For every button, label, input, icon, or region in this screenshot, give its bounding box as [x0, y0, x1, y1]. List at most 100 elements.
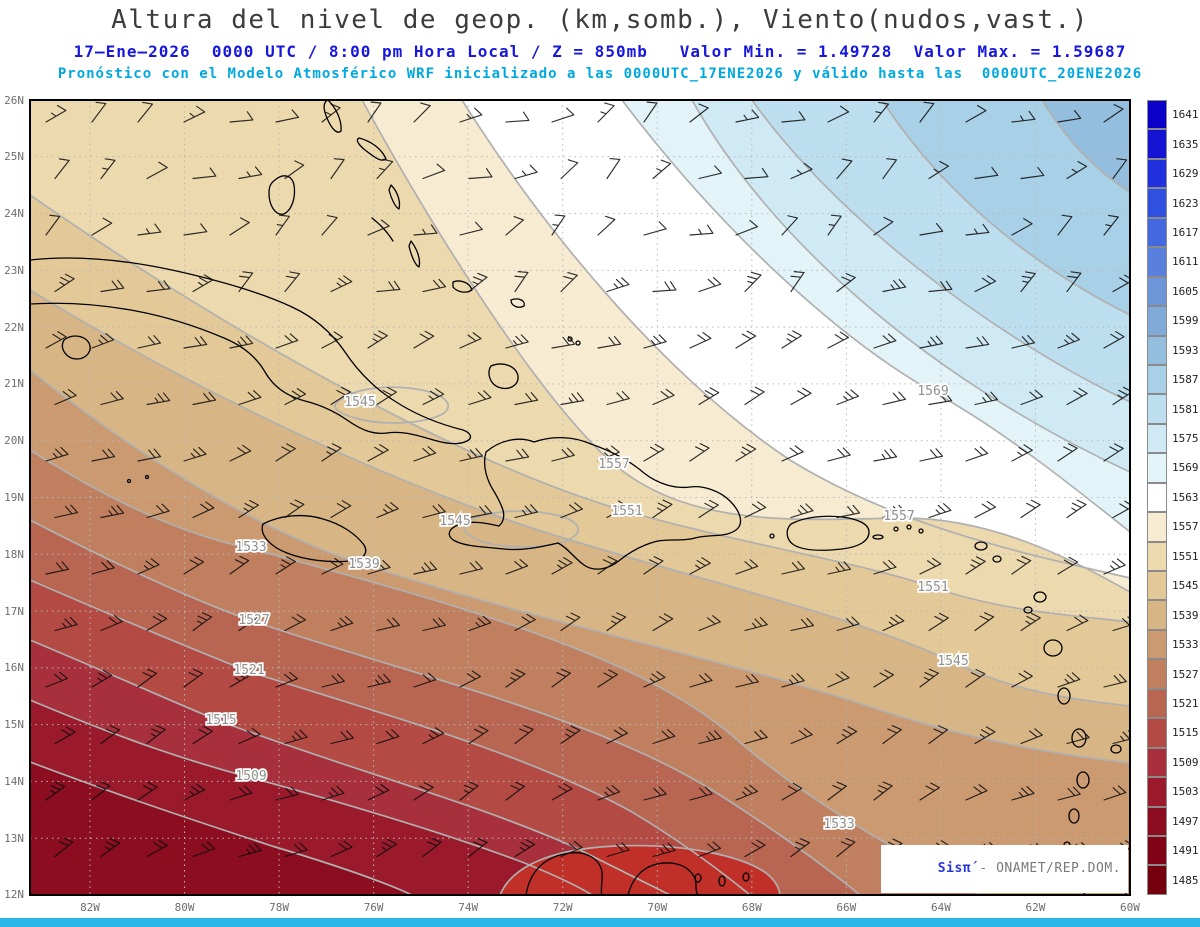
wind-barb — [413, 672, 437, 688]
colorbar-value: 1563 — [1172, 490, 1199, 504]
contour-label: 1545 — [937, 654, 968, 669]
wind-barb — [735, 673, 759, 688]
wind-barb — [229, 555, 250, 575]
wind-barb — [146, 280, 171, 293]
wind-barb — [827, 331, 850, 349]
coastline-bonaire — [742, 872, 750, 882]
wind-barb — [137, 668, 158, 688]
coastline-vieques — [872, 534, 884, 540]
watermark-org: - ONAMET/REP.DOM. — [971, 861, 1121, 876]
wind-barb — [744, 386, 765, 406]
wind-barb — [1066, 161, 1088, 180]
wind-barb — [606, 500, 628, 519]
colorbar-swatch — [1147, 747, 1167, 778]
wind-barb — [873, 781, 893, 801]
wind-barb — [146, 725, 166, 745]
wind-barb — [698, 841, 722, 858]
wind-barb — [54, 504, 79, 519]
wind-barb — [321, 103, 341, 123]
wind-barb — [284, 160, 305, 180]
wind-barb — [238, 166, 263, 180]
wind-barb — [597, 445, 620, 462]
wind-barb — [54, 273, 75, 293]
colorbar-value: 1605 — [1172, 284, 1199, 298]
wind-barb — [551, 335, 576, 349]
wind-barb — [689, 103, 709, 123]
coastline-crooked-island — [452, 280, 473, 293]
wind-barb — [735, 443, 757, 462]
wind-barb — [781, 215, 799, 236]
wind-barb — [652, 159, 672, 180]
wind-barb — [275, 671, 299, 688]
coastline-andros — [268, 175, 296, 215]
wind-barb — [1103, 785, 1127, 801]
wind-barb — [1011, 218, 1033, 236]
wind-barb — [1066, 271, 1082, 293]
colorbar-cell: 1497 — [1147, 806, 1199, 836]
wind-barb — [321, 443, 342, 462]
wind-barb — [560, 159, 579, 180]
contour-label: 1515 — [205, 713, 236, 728]
wind-barb — [413, 446, 437, 462]
wind-barb — [551, 668, 571, 688]
wind-barb — [781, 673, 805, 688]
wind-barb — [284, 729, 308, 745]
wind-barb — [284, 842, 308, 858]
wind-barb — [1020, 728, 1043, 745]
wind-barb — [597, 215, 616, 236]
wind-barb — [330, 275, 353, 293]
wind-barb — [790, 838, 810, 858]
colorbar-value: 1575 — [1172, 432, 1199, 446]
wind-barb — [882, 725, 902, 745]
lat-label: 16N — [4, 661, 24, 675]
wind-barb — [652, 499, 673, 519]
wind-barb — [689, 557, 711, 575]
wind-barb — [137, 335, 162, 349]
wind-barb — [137, 558, 160, 575]
wind-barb — [652, 613, 674, 632]
colorbar-value: 1515 — [1172, 726, 1199, 740]
wind-barb — [1020, 612, 1041, 632]
wind-barb — [505, 216, 524, 236]
wind-barb — [919, 222, 944, 236]
wind-barb — [597, 102, 615, 123]
wind-barb — [330, 500, 352, 519]
wind-barb — [284, 499, 305, 519]
wind-barb — [928, 725, 949, 745]
wind-barb — [1066, 729, 1090, 745]
wind-barb — [597, 669, 618, 688]
coastline-cayman-2 — [126, 478, 132, 484]
wind-barb — [468, 837, 488, 858]
wind-barb — [376, 386, 397, 406]
wind-barb — [606, 390, 630, 406]
wind-barb — [137, 448, 162, 462]
colorbar-value: 1557 — [1172, 520, 1199, 534]
colorbar-cell: 1617 — [1147, 217, 1199, 248]
lon-label: 74W — [458, 901, 479, 914]
coastline-st-martin — [974, 541, 988, 551]
contour-label: 1551 — [917, 580, 948, 595]
contour-labels: 1545 1545 1557 1551 1539 1533 1527 1521 1515 1509… — [204, 382, 971, 834]
coastline-virgin-3 — [918, 528, 924, 534]
wind-barb — [689, 443, 710, 462]
lon-label: 76W — [363, 901, 384, 914]
wind-barb — [505, 669, 526, 688]
wind-barb — [643, 101, 658, 123]
wind-barb — [275, 443, 296, 462]
wind-barb — [882, 614, 905, 632]
wind-barb — [781, 330, 802, 349]
wind-barb — [974, 275, 997, 293]
wind-barb — [183, 668, 204, 688]
wind-barb — [965, 668, 986, 688]
wind-barb — [367, 783, 390, 801]
wind-barb — [1057, 672, 1081, 688]
wind-barb — [284, 388, 307, 406]
colorbar-swatch — [1147, 158, 1167, 189]
wind-barb — [367, 101, 382, 123]
wind-barb — [367, 444, 389, 462]
wind-barb — [965, 556, 986, 575]
colorbar-value: 1539 — [1172, 608, 1199, 622]
colorbar-swatch — [1147, 247, 1167, 277]
colorbar-cell: 1575 — [1147, 423, 1199, 454]
wind-barb — [192, 612, 213, 632]
